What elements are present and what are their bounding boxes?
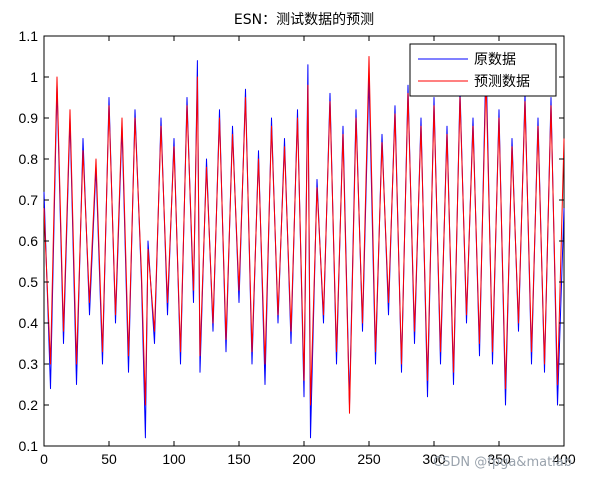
series-layer bbox=[43, 56, 565, 439]
x-tick-label: 300 bbox=[422, 451, 446, 467]
plot-area: 0 50 100 150 200 250 300 350 400 0.1 0.2 0.3 0.4 0.5… bbox=[19, 28, 576, 467]
y-axis-ticks: 0.1 0.2 0.3 0.4 0.5 0.6 0.7 0.8 0.9 1 1.1 bbox=[19, 28, 564, 454]
y-tick-label: 0.2 bbox=[19, 397, 39, 413]
y-tick-label: 0.3 bbox=[19, 356, 39, 372]
y-tick-label: 0.4 bbox=[19, 315, 39, 331]
x-axis-ticks: 0 50 100 150 200 250 300 350 400 bbox=[40, 36, 576, 467]
x-tick-label: 0 bbox=[40, 451, 48, 467]
watermark: CSDN @fpga&matlab bbox=[433, 455, 572, 470]
y-tick-label: 0.6 bbox=[19, 233, 39, 249]
legend-label-0: 原数据 bbox=[474, 52, 516, 68]
legend-box bbox=[409, 43, 557, 97]
x-tick-label: 400 bbox=[552, 451, 576, 467]
x-tick-label: 150 bbox=[227, 451, 251, 467]
x-tick-label: 200 bbox=[292, 451, 316, 467]
y-tick-label: 0.9 bbox=[19, 110, 39, 126]
y-tick-label: 0.1 bbox=[19, 438, 39, 454]
y-tick-label: 0.7 bbox=[19, 192, 39, 208]
series-line-1 bbox=[43, 56, 565, 414]
x-tick-label: 250 bbox=[357, 451, 381, 467]
x-tick-label: 100 bbox=[162, 451, 186, 467]
legend-label-1: 预测数据 bbox=[474, 74, 530, 90]
y-tick-label: 0.5 bbox=[19, 274, 39, 290]
y-tick-label: 0.8 bbox=[19, 151, 39, 167]
y-tick-label: 1 bbox=[30, 69, 38, 85]
y-tick-label: 1.1 bbox=[19, 28, 39, 44]
chart-title: ESN：测试数据的预测 bbox=[234, 12, 374, 28]
x-tick-label: 350 bbox=[487, 451, 511, 467]
x-tick-label: 50 bbox=[101, 451, 117, 467]
